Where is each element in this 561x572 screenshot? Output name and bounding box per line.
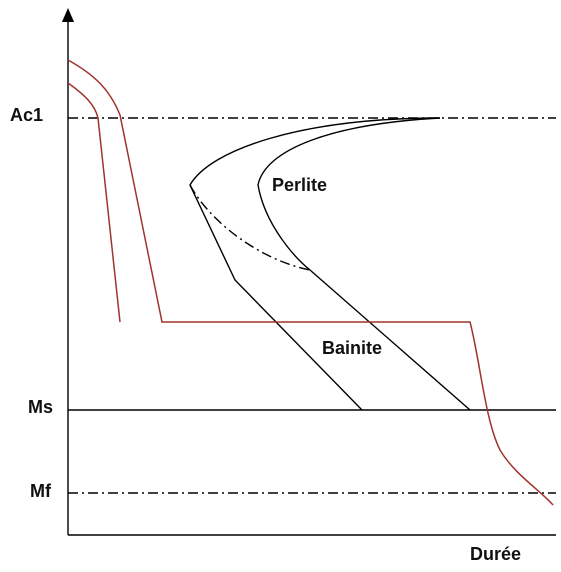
cooling-path-2	[67, 82, 121, 323]
bainite-label: Bainite	[322, 338, 382, 358]
x-axis-label: Durée	[470, 544, 521, 564]
y-axis-arrow	[62, 8, 74, 22]
transition-curve	[189, 184, 311, 271]
perlite-label: Perlite	[272, 175, 327, 195]
cooling-path-1	[67, 59, 554, 506]
start-curve	[189, 117, 441, 411]
ms-label: Ms	[28, 397, 53, 417]
finish-curve	[257, 117, 471, 411]
mf-label: Mf	[30, 481, 52, 501]
ac1-label: Ac1	[10, 105, 43, 125]
